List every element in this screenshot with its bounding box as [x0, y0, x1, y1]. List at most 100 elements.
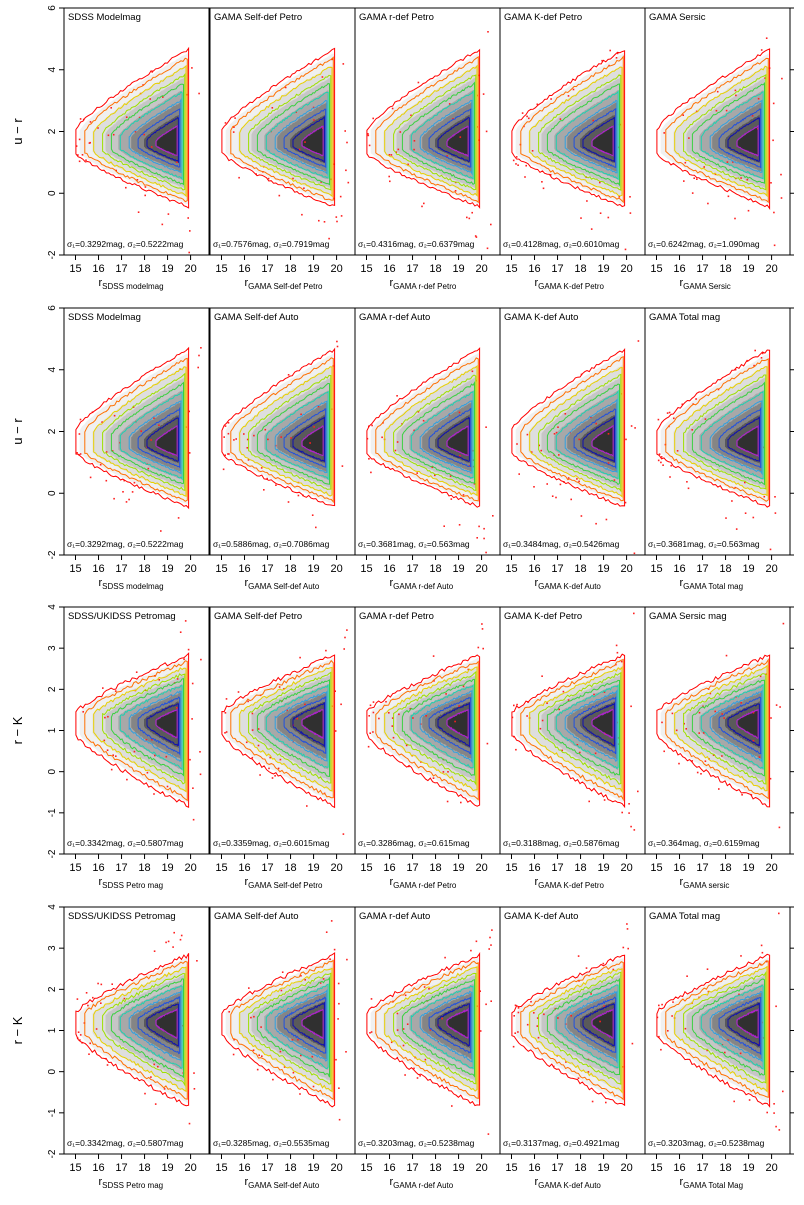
outlier-point: [691, 760, 693, 762]
outlier-point: [423, 202, 425, 205]
outlier-point: [107, 134, 110, 137]
x-axis-label-main: r: [535, 277, 539, 289]
x-tick-label: 17: [115, 563, 127, 575]
contour-line: [230, 659, 334, 799]
outlier-point: [627, 947, 629, 950]
density-fill: [447, 1009, 468, 1038]
outlier-point: [740, 702, 742, 704]
outlier-point: [723, 717, 725, 719]
outlier-point: [751, 115, 754, 117]
contour-line: [256, 382, 330, 485]
outlier-point: [558, 708, 560, 711]
y-tick-label: 4: [47, 904, 58, 910]
outlier-point: [716, 90, 719, 93]
panel-title: GAMA K-def Auto: [504, 911, 578, 922]
outlier-point: [257, 728, 260, 730]
x-axis-label-sub: GAMA r-def Auto: [393, 1181, 454, 1190]
outlier-point: [253, 434, 255, 437]
outlier-point: [333, 948, 336, 951]
x-tick-label: 15: [69, 1162, 81, 1174]
contour-line: [265, 983, 329, 1070]
outlier-point: [227, 422, 230, 424]
outlier-point: [125, 116, 128, 118]
contour-line: [419, 990, 473, 1063]
outlier-point: [134, 130, 137, 133]
outlier-point: [487, 31, 489, 33]
outlier-point: [770, 717, 772, 719]
outlier-point: [368, 715, 370, 717]
outlier-point: [553, 433, 556, 435]
outlier-point: [557, 1017, 559, 1019]
outlier-point: [485, 426, 487, 428]
x-tick-label: 16: [92, 1162, 104, 1174]
outlier-point: [367, 133, 369, 135]
x-axis-label-sub: GAMA K-def Petro: [538, 881, 604, 890]
outlier-point: [516, 443, 518, 445]
contour-line: [691, 81, 765, 184]
outlier-point: [264, 428, 267, 431]
x-axis-label-main: r: [680, 1176, 684, 1188]
outlier-point: [371, 424, 373, 427]
contour-line: [727, 416, 760, 462]
contour-line: [274, 690, 328, 762]
x-tick-label: 20: [765, 563, 777, 575]
x-tick-label: 17: [551, 563, 563, 575]
x-tick-label: 15: [215, 1162, 227, 1174]
x-tick-label: 17: [551, 1162, 563, 1174]
contour-line: [366, 48, 481, 209]
contour-line: [375, 960, 479, 1100]
outlier-point: [179, 938, 182, 941]
outlier-point: [475, 236, 478, 238]
x-tick-label: 20: [184, 1162, 196, 1174]
outlier-point: [443, 525, 445, 527]
contour-line: [709, 990, 763, 1062]
x-axis-label-sub: SDSS modelmag: [102, 582, 163, 591]
outlier-point: [725, 654, 728, 657]
contour-line: [718, 996, 762, 1056]
outlier-point: [312, 1085, 315, 1088]
contour-line: [538, 74, 622, 191]
outlier-point: [300, 975, 302, 977]
outlier-point: [369, 704, 372, 707]
contour-line: [709, 99, 763, 174]
contour-line: [591, 125, 614, 157]
outlier-point: [616, 651, 619, 654]
outlier-point: [381, 436, 383, 439]
outlier-point: [188, 251, 190, 254]
outlier-point: [517, 1031, 519, 1033]
outlier-point: [88, 1053, 90, 1055]
outlier-point: [396, 1012, 399, 1015]
x-axis-label: rSDSS Petro mag: [99, 876, 164, 890]
outlier-point: [458, 524, 461, 526]
x-axis-label-sub: GAMA r-def Petro: [393, 282, 457, 291]
outlier-point: [676, 450, 679, 452]
outlier-point: [391, 107, 394, 110]
outlier-point: [161, 223, 164, 226]
outlier-point: [92, 996, 94, 999]
outlier-point: [662, 464, 664, 466]
panel: GAMA Total mag σ₁=0.3681mag, σ₂=0.563mag 1…: [644, 307, 794, 591]
x-tick-label: 20: [620, 862, 632, 874]
outlier-point: [671, 712, 674, 715]
outlier-point: [685, 728, 687, 730]
outlier-point: [444, 956, 446, 959]
outlier-point: [700, 773, 702, 775]
outlier-point: [618, 195, 621, 198]
contour-line: [393, 74, 477, 191]
outlier-point: [402, 1044, 405, 1047]
density-fill: [156, 426, 177, 455]
outlier-point: [346, 141, 348, 144]
outlier-point: [683, 722, 685, 725]
x-axis-label-sub: GAMA Self-def Petro: [248, 881, 323, 890]
outlier-point: [247, 459, 250, 461]
outlier-point: [301, 213, 303, 216]
outlier-point: [257, 744, 260, 747]
contour-line: [283, 996, 327, 1054]
contour-line: [283, 408, 327, 468]
density-plot: [75, 620, 202, 821]
outlier-point: [138, 116, 141, 119]
contour-line: [221, 347, 336, 507]
outlier-point: [140, 430, 142, 432]
outlier-point: [558, 454, 560, 456]
contour-line: [691, 679, 765, 777]
